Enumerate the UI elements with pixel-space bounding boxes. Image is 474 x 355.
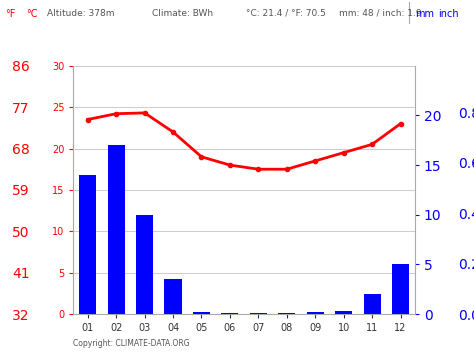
Text: °F: °F bbox=[5, 9, 15, 19]
Bar bbox=[250, 313, 267, 314]
Bar bbox=[136, 215, 153, 314]
Text: °C: °C bbox=[26, 9, 37, 19]
Bar bbox=[364, 294, 381, 314]
Bar bbox=[108, 145, 125, 314]
Bar bbox=[221, 313, 238, 314]
Bar bbox=[193, 312, 210, 314]
Text: °C: 21.4 / °F: 70.5: °C: 21.4 / °F: 70.5 bbox=[246, 9, 327, 18]
Bar bbox=[164, 279, 182, 314]
Bar bbox=[79, 175, 96, 314]
Bar bbox=[307, 312, 324, 314]
Text: mm: mm bbox=[415, 9, 434, 19]
Text: Copyright: CLIMATE-DATA.ORG: Copyright: CLIMATE-DATA.ORG bbox=[73, 339, 190, 348]
Text: inch: inch bbox=[438, 9, 459, 19]
Bar bbox=[335, 311, 352, 314]
Text: Climate: BWh: Climate: BWh bbox=[152, 9, 213, 18]
Bar bbox=[278, 313, 295, 314]
Bar bbox=[392, 264, 409, 314]
Text: mm: 48 / inch: 1.9: mm: 48 / inch: 1.9 bbox=[339, 9, 421, 18]
Text: Altitude: 378m: Altitude: 378m bbox=[47, 9, 115, 18]
